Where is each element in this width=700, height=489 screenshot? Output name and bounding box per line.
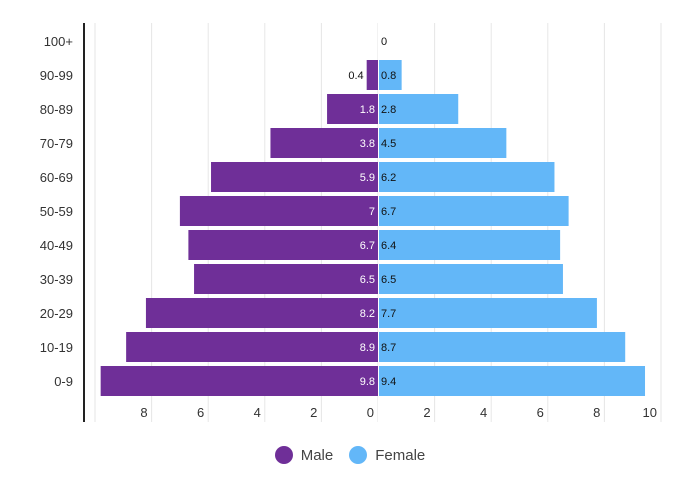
- x-tick-label: 2: [310, 405, 317, 420]
- bar-female[interactable]: [379, 366, 646, 396]
- value-label-female: 0.8: [381, 70, 396, 82]
- category-label: 10-19: [40, 340, 73, 355]
- x-tick-label: 8: [593, 405, 600, 420]
- x-tick-label: 10: [643, 405, 657, 420]
- category-label: 30-39: [40, 272, 73, 287]
- value-labels: 0 0.4 0.8 1.8 2.8 3.8 4.5 5.9 6.2 7 6.7 6.7 6.4 6.5 6.…: [348, 23, 396, 422]
- value-label-male: 8.9: [360, 342, 375, 354]
- x-tick-label: 0: [367, 405, 374, 420]
- bar-female[interactable]: [379, 230, 561, 260]
- value-label-female: 6.4: [381, 240, 396, 252]
- bar-male[interactable]: [188, 230, 378, 260]
- bar-male[interactable]: [211, 162, 378, 192]
- population-pyramid-chart: 0 0.4 0.8 1.8 2.8 3.8 4.5 5.9 6.2 7 6.7 6.7 6.4 6.5 6.…: [40, 23, 662, 422]
- bar-male[interactable]: [270, 128, 378, 158]
- value-label-male: 1.8: [360, 104, 375, 116]
- legend-item-male[interactable]: Male: [274, 446, 334, 464]
- female-legend-dot-icon: [349, 446, 368, 464]
- category-labels: 100+ 90-99 80-89 70-79 60-69 50-59 40-49 30-39 2…: [40, 34, 73, 389]
- bar-male[interactable]: [194, 264, 378, 294]
- value-label-female: 6.5: [381, 274, 396, 286]
- value-label-male: 6.5: [360, 274, 375, 286]
- category-label: 100+: [44, 34, 73, 49]
- x-tick-label: 8: [140, 405, 147, 420]
- value-label-male: 3.8: [360, 138, 375, 150]
- bar-female[interactable]: [379, 162, 555, 192]
- value-label-male: 0.4: [348, 70, 363, 82]
- legend-item-female[interactable]: Female: [349, 446, 425, 464]
- category-label: 70-79: [40, 136, 73, 151]
- x-tick-label: 6: [197, 405, 204, 420]
- bars: [100, 60, 646, 396]
- bar-male[interactable]: [366, 60, 378, 90]
- category-label: 0-9: [54, 374, 73, 389]
- value-label-female: 7.7: [381, 308, 396, 320]
- value-label-female: 4.5: [381, 138, 396, 150]
- category-label: 40-49: [40, 238, 73, 253]
- value-label-female: 8.7: [381, 342, 396, 354]
- category-label: 90-99: [40, 68, 73, 83]
- value-label-female: 0: [381, 36, 387, 48]
- category-label: 20-29: [40, 306, 73, 321]
- bar-male[interactable]: [100, 366, 378, 396]
- bar-female[interactable]: [379, 128, 507, 158]
- value-label-male: 5.9: [360, 172, 375, 184]
- legend-label-female: Female: [375, 446, 426, 464]
- category-label: 60-69: [40, 170, 73, 185]
- bar-male[interactable]: [126, 332, 378, 362]
- value-label-female: 6.2: [381, 172, 396, 184]
- bar-male[interactable]: [327, 94, 378, 124]
- x-tick-label: 2: [423, 405, 430, 420]
- male-legend-dot-icon: [274, 446, 293, 464]
- bar-male[interactable]: [145, 298, 378, 328]
- value-label-male: 8.2: [360, 308, 375, 320]
- bar-female[interactable]: [379, 196, 569, 226]
- bar-female[interactable]: [379, 298, 597, 328]
- bar-female[interactable]: [379, 332, 626, 362]
- value-label-female: 2.8: [381, 104, 396, 116]
- legend-label-male: Male: [300, 446, 334, 464]
- legend: Male Female: [0, 446, 700, 464]
- x-tick-label: 6: [537, 405, 544, 420]
- bar-female[interactable]: [379, 94, 459, 124]
- value-label-female: 6.7: [381, 206, 396, 218]
- bar-female[interactable]: [379, 60, 402, 90]
- x-tick-label: 4: [254, 405, 261, 420]
- value-label-female: 9.4: [381, 376, 396, 388]
- value-label-male: 7: [369, 206, 375, 218]
- category-label: 50-59: [40, 204, 73, 219]
- bar-female[interactable]: [379, 264, 563, 294]
- x-tick-labels: 8 6 4 2 0 2 4 6 8 10: [140, 405, 657, 420]
- value-label-male: 6.7: [360, 240, 375, 252]
- value-label-male: 9.8: [360, 376, 375, 388]
- x-tick-label: 4: [480, 405, 487, 420]
- bar-male[interactable]: [179, 196, 378, 226]
- category-label: 80-89: [40, 102, 73, 117]
